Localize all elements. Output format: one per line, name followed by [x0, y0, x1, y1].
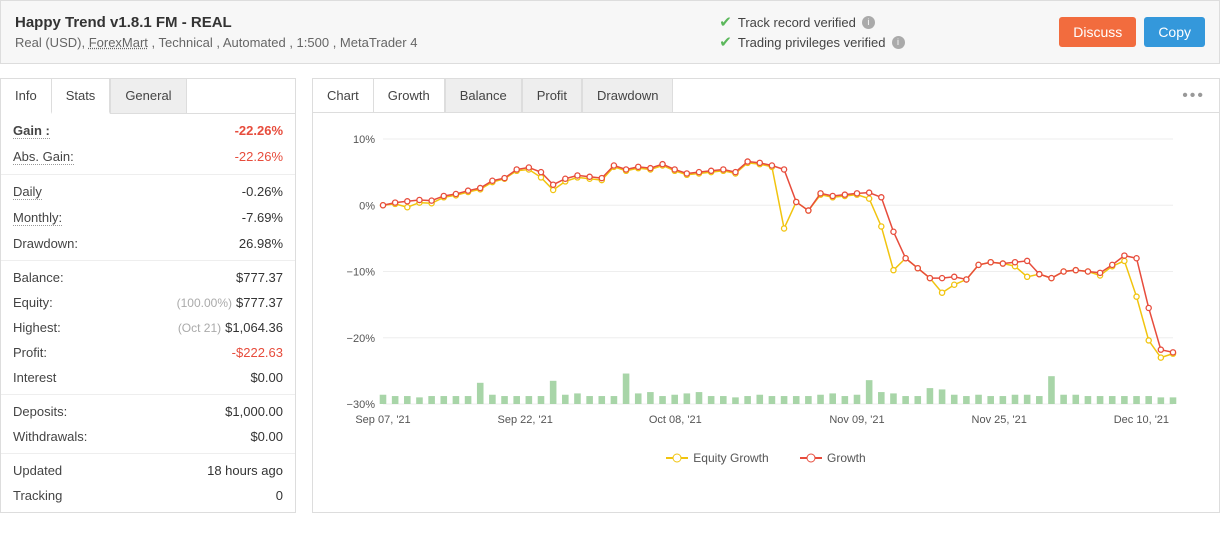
balance-label: Balance: [13, 270, 64, 285]
gain-value: -22.26% [235, 123, 283, 139]
gain-label: Gain : [13, 123, 50, 139]
profit-label: Profit: [13, 345, 47, 360]
tab-stats[interactable]: Stats [51, 79, 111, 114]
chart-legend: Equity Growth Growth [313, 442, 1219, 475]
tab-drawdown[interactable]: Drawdown [582, 79, 673, 112]
tracking-label: Tracking [13, 488, 62, 503]
tab-info[interactable]: Info [1, 79, 51, 114]
info-icon[interactable]: i [892, 36, 905, 49]
svg-text:−30%: −30% [347, 399, 376, 411]
daily-value: -0.26% [242, 184, 283, 200]
daily-label: Daily [13, 184, 42, 200]
verify-track-record: ✔ Track record verified i [719, 13, 1059, 31]
updated-label: Updated [13, 463, 62, 478]
tab-growth[interactable]: Growth [373, 79, 445, 112]
tracking-value: 0 [276, 488, 283, 503]
chart-panel: Chart Growth Balance Profit Drawdown •••… [312, 78, 1220, 513]
svg-text:Sep 07, '21: Sep 07, '21 [355, 414, 410, 426]
abs-gain-value: -22.26% [235, 149, 283, 165]
check-icon: ✔ [719, 33, 732, 51]
svg-text:−10%: −10% [347, 267, 376, 279]
verify-privileges: ✔ Trading privileges verified i [719, 33, 1059, 51]
withdrawals-label: Withdrawals: [13, 429, 87, 444]
page-subtitle: Real (USD), ForexMart , Technical , Auto… [15, 35, 719, 50]
drawdown-value: 26.98% [239, 236, 283, 251]
interest-value: $0.00 [250, 370, 283, 385]
withdrawals-value: $0.00 [250, 429, 283, 444]
tab-general[interactable]: General [110, 79, 186, 113]
svg-text:0%: 0% [359, 200, 375, 212]
svg-text:Sep 22, '21: Sep 22, '21 [498, 414, 553, 426]
info-icon[interactable]: i [862, 16, 875, 29]
monthly-label: Monthly: [13, 210, 62, 226]
interest-label: Interest [13, 370, 56, 385]
stats-sidebar: Info Stats General Gain : -22.26% Abs. Ga… [0, 78, 296, 513]
svg-text:Nov 25, '21: Nov 25, '21 [972, 414, 1027, 426]
tab-chart[interactable]: Chart [313, 79, 373, 112]
svg-text:Dec 10, '21: Dec 10, '21 [1114, 414, 1169, 426]
discuss-button[interactable]: Discuss [1059, 17, 1136, 47]
monthly-value: -7.69% [242, 210, 283, 226]
page-title: Happy Trend v1.8.1 FM - REAL [15, 14, 719, 31]
balance-value: $777.37 [236, 270, 283, 285]
svg-text:10%: 10% [353, 134, 375, 146]
tab-balance[interactable]: Balance [445, 79, 522, 112]
chart-menu-icon[interactable]: ••• [1168, 87, 1219, 105]
highest-label: Highest: [13, 320, 61, 335]
equity-value: $777.37 [236, 295, 283, 310]
copy-button[interactable]: Copy [1144, 17, 1205, 47]
tab-profit[interactable]: Profit [522, 79, 582, 112]
highest-value: $1,064.36 [225, 320, 283, 335]
growth-chart: −30% −20% −10% 0% 10% Sep 07, '21 Sep 22, '21 O… [333, 129, 1183, 429]
drawdown-label: Drawdown: [13, 236, 78, 251]
abs-gain-label: Abs. Gain: [13, 149, 74, 165]
updated-value: 18 hours ago [207, 463, 283, 478]
deposits-value: $1,000.00 [225, 404, 283, 419]
svg-text:Oct 08, '21: Oct 08, '21 [649, 414, 702, 426]
profit-value: -$222.63 [232, 345, 283, 360]
equity-label: Equity: [13, 295, 53, 310]
svg-text:−20%: −20% [347, 333, 376, 345]
svg-text:Nov 09, '21: Nov 09, '21 [829, 414, 884, 426]
check-icon: ✔ [719, 13, 732, 31]
header-bar: Happy Trend v1.8.1 FM - REAL Real (USD),… [0, 0, 1220, 64]
deposits-label: Deposits: [13, 404, 67, 419]
broker-link[interactable]: ForexMart [89, 35, 148, 50]
